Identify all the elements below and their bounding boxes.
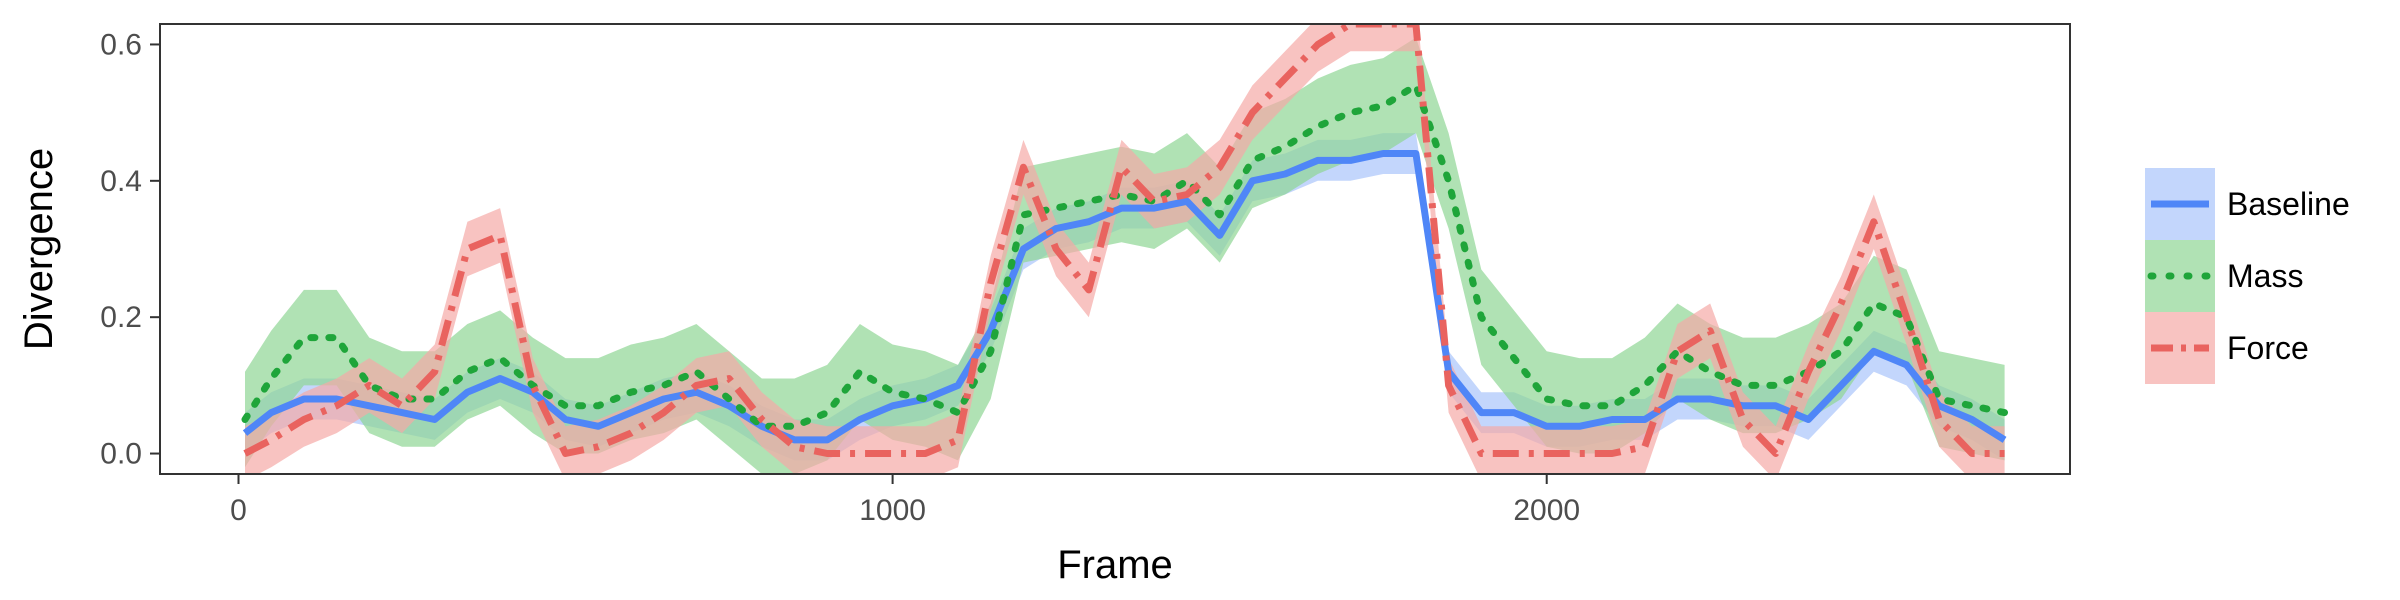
legend: Baseline Mass Force	[2145, 168, 2350, 384]
y-tick-label: 0.0	[100, 438, 142, 471]
x-tick-label: 0	[230, 494, 247, 527]
legend-label: Mass	[2227, 258, 2303, 294]
x-tick-label: 2000	[1513, 494, 1580, 527]
x-axis: 0 1000 2000	[230, 474, 1580, 527]
band-mass	[245, 37, 2005, 474]
line-force	[243, 24, 2005, 457]
line-mass	[241, 81, 2009, 430]
legend-label: Force	[2227, 330, 2309, 366]
legend-item-baseline: Baseline	[2145, 168, 2350, 240]
series-lines	[241, 24, 2009, 457]
y-tick-label: 0.2	[100, 301, 142, 334]
y-axis: 0.0 0.2 0.4 0.6	[100, 28, 160, 471]
x-axis-title: Frame	[1057, 543, 1173, 587]
plot-border	[159, 23, 2071, 475]
y-tick-label: 0.6	[100, 28, 142, 61]
legend-label: Baseline	[2227, 186, 2350, 222]
y-tick-label: 0.4	[100, 165, 142, 198]
plot-area	[241, 24, 2009, 474]
x-tick-label: 1000	[859, 494, 926, 527]
legend-item-force: Force	[2145, 312, 2309, 384]
y-axis-title: Divergence	[17, 148, 61, 350]
legend-item-mass: Mass	[2145, 240, 2303, 312]
